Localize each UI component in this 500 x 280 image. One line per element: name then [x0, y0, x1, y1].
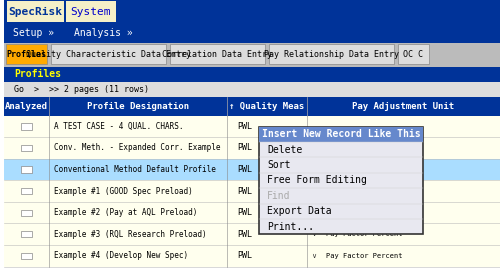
Text: Analysis »: Analysis » — [74, 28, 132, 38]
Text: Conv. Meth. - Expanded Corr. Example: Conv. Meth. - Expanded Corr. Example — [54, 143, 220, 153]
Bar — [21, 188, 32, 194]
Bar — [4, 180, 500, 202]
Bar — [6, 1, 64, 22]
Text: PWL: PWL — [237, 143, 252, 153]
Bar — [269, 44, 394, 64]
Bar — [50, 44, 166, 64]
Text: Free Form Editing: Free Form Editing — [267, 176, 367, 185]
Text: Example #1 (GOOD Spec Preload): Example #1 (GOOD Spec Preload) — [54, 186, 192, 196]
Bar — [4, 43, 500, 67]
Text: OC C: OC C — [403, 50, 423, 59]
Bar — [21, 253, 32, 259]
Text: Example #2 (Pay at AQL Preload): Example #2 (Pay at AQL Preload) — [54, 208, 197, 217]
Text: Pay Relationship Data Entry: Pay Relationship Data Entry — [264, 50, 399, 59]
Bar — [4, 223, 500, 245]
Bar — [4, 116, 500, 137]
Text: Sort: Sort — [267, 160, 290, 170]
Text: Export Data: Export Data — [267, 206, 332, 216]
Text: PWL: PWL — [237, 122, 252, 131]
Bar — [4, 82, 500, 97]
Bar — [21, 166, 32, 172]
Text: PWL: PWL — [237, 230, 252, 239]
Bar — [4, 159, 500, 180]
Bar — [6, 44, 46, 64]
Text: Example #3 (RQL Research Preload): Example #3 (RQL Research Preload) — [54, 230, 206, 239]
Text: Find: Find — [267, 191, 290, 201]
Text: A TEST CASE - 4 QUAL. CHARS.: A TEST CASE - 4 QUAL. CHARS. — [54, 122, 183, 131]
Bar — [4, 0, 500, 24]
Bar — [398, 44, 428, 64]
Text: System: System — [70, 7, 111, 17]
Text: PWL: PWL — [237, 165, 252, 174]
Text: Profiles: Profiles — [14, 69, 61, 79]
Text: PWL: PWL — [237, 251, 252, 260]
Bar — [260, 127, 423, 142]
Bar — [170, 44, 265, 64]
Bar — [21, 231, 32, 237]
Text: Insert New Record Like This: Insert New Record Like This — [262, 129, 420, 139]
Text: Analyzed: Analyzed — [5, 102, 48, 111]
Text: Pay Factor Percent: Pay Factor Percent — [326, 253, 403, 259]
Text: Conventional Method Default Profile: Conventional Method Default Profile — [54, 165, 216, 174]
Text: ∨: ∨ — [312, 210, 316, 216]
Text: PWL: PWL — [237, 186, 252, 196]
Bar — [260, 127, 423, 234]
Text: ∨: ∨ — [312, 253, 316, 259]
Text: Profiles: Profiles — [6, 50, 46, 59]
Bar — [21, 123, 32, 130]
Text: Pay Factor Percent: Pay Factor Percent — [326, 210, 403, 216]
Text: Delete: Delete — [267, 145, 302, 155]
Text: Setup »: Setup » — [14, 28, 54, 38]
Text: ↑ Quality Meas: ↑ Quality Meas — [230, 102, 304, 111]
Bar — [21, 210, 32, 216]
Text: Go  >  >> 2 pages (11 rows): Go > >> 2 pages (11 rows) — [14, 85, 149, 94]
Text: SpecRisk: SpecRisk — [8, 7, 62, 17]
Text: ∨: ∨ — [312, 231, 316, 237]
Text: Print...: Print... — [267, 222, 314, 232]
Text: Quality Characteristic Data Entry: Quality Characteristic Data Entry — [26, 50, 190, 59]
Text: Pay Factor Percent: Pay Factor Percent — [326, 231, 403, 237]
Bar — [4, 67, 500, 82]
Bar — [4, 137, 500, 159]
Text: Profile Designation: Profile Designation — [87, 102, 189, 111]
Bar — [4, 202, 500, 223]
Text: Correlation Data Entry: Correlation Data Entry — [162, 50, 272, 59]
Bar — [21, 145, 32, 151]
Bar — [4, 97, 500, 116]
Bar — [66, 1, 116, 22]
Text: PWL: PWL — [237, 208, 252, 217]
Text: Example #4 (Develop New Spec): Example #4 (Develop New Spec) — [54, 251, 188, 260]
Bar — [4, 245, 500, 267]
Text: Pay Adjustment Unit: Pay Adjustment Unit — [352, 102, 454, 111]
Bar — [4, 24, 500, 43]
